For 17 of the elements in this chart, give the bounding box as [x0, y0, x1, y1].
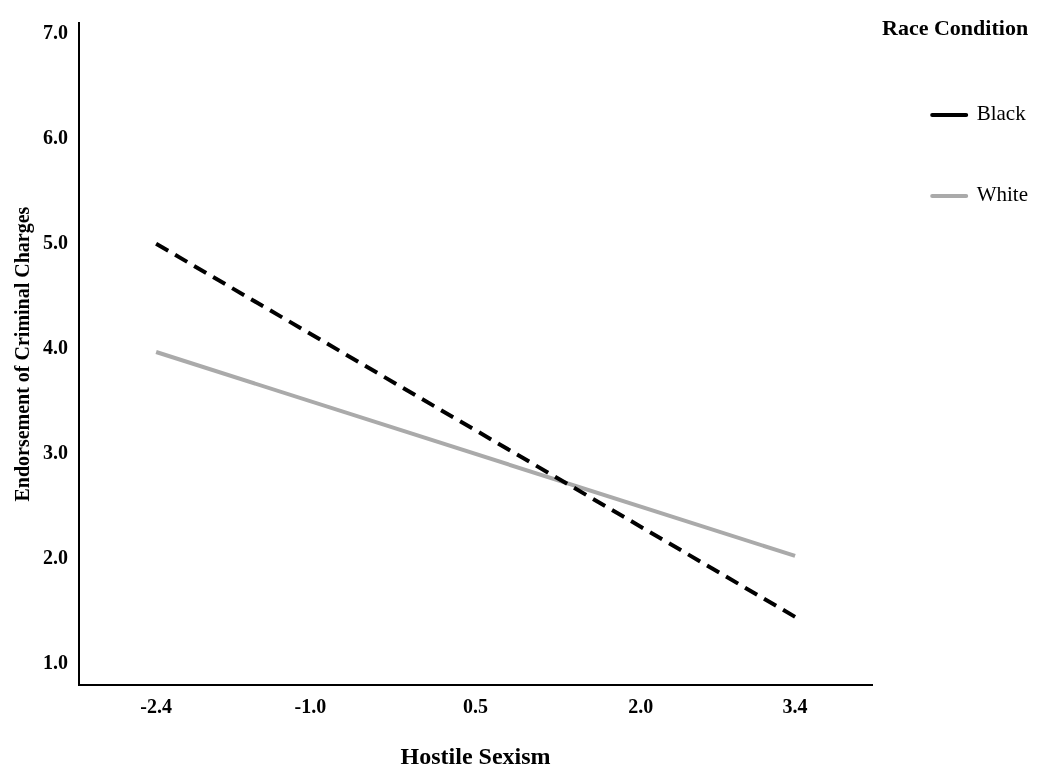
x-tick-label: 3.4 [782, 695, 808, 718]
x-tick-label: -1.0 [294, 695, 327, 718]
y-tick-label: 7.0 [43, 20, 68, 43]
y-tick-label: 4.0 [43, 336, 68, 359]
legend-label: White [976, 182, 1028, 207]
y-tick-label: 6.0 [43, 125, 68, 148]
legend-title: Race Condition [882, 14, 1029, 40]
x-tick-label: 0.5 [463, 695, 489, 718]
x-tick-label: 2.0 [628, 695, 654, 718]
y-axis-title: Endorsement of Criminal Charges [11, 206, 35, 502]
y-tick-label: 3.0 [43, 441, 68, 464]
x-tick-label: -2.4 [140, 695, 172, 718]
y-tick-label: 5.0 [43, 230, 68, 253]
y-tick-label: 1.0 [43, 651, 68, 674]
legend-label: Black [976, 101, 1027, 126]
y-tick-label: 2.0 [43, 546, 68, 569]
x-axis-title: Hostile Sexism [400, 742, 551, 769]
